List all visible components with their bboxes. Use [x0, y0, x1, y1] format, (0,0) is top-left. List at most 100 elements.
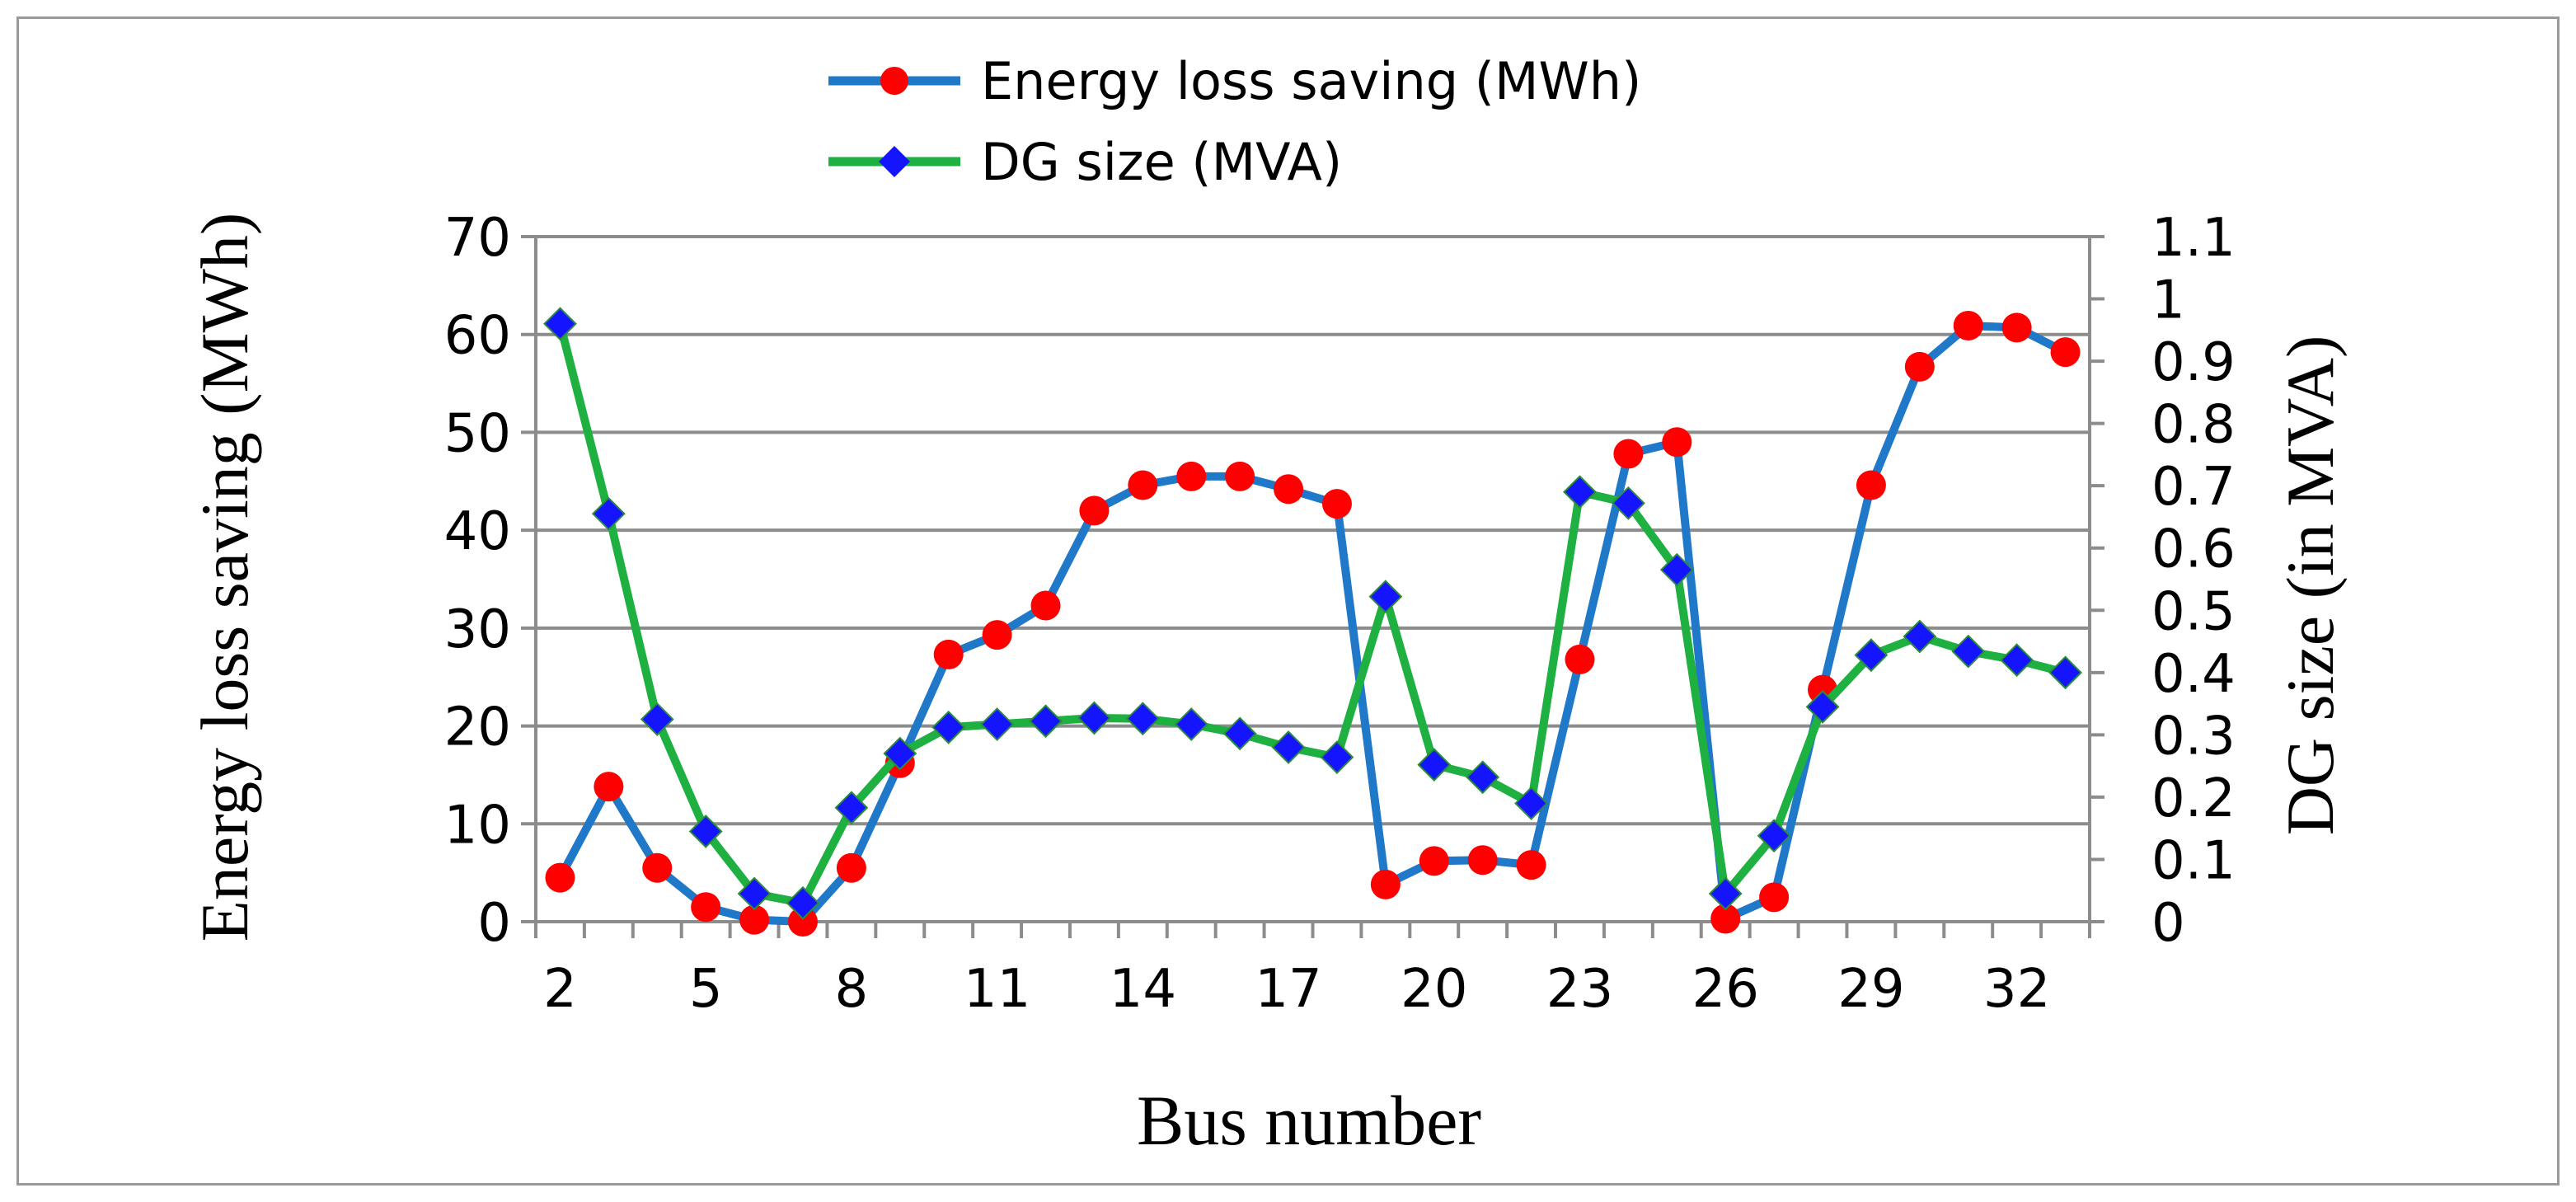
left-tick-label-20: 20	[444, 697, 511, 758]
dg-point-bus-13	[1077, 701, 1111, 735]
right-tick-label-0.4: 0.4	[2151, 644, 2236, 705]
left-tick-label-10: 10	[444, 795, 511, 856]
energy-point-bus-6	[739, 904, 770, 935]
left-tick-label-70: 70	[444, 208, 511, 269]
series-dg-size	[543, 307, 2082, 920]
energy-point-bus-12	[1030, 590, 1061, 621]
legend: Energy loss saving (MWh) DG size (MVA)	[828, 51, 1641, 192]
left-tick-label-50: 50	[444, 403, 511, 464]
left-tick-label-0: 0	[477, 893, 511, 954]
legend-label-energy: Energy loss saving (MWh)	[981, 51, 1641, 111]
series-line-0	[556, 322, 2067, 926]
dg-point-bus-30	[1903, 619, 1937, 654]
dg-point-bus-22	[1514, 786, 1548, 820]
energy-point-bus-7	[787, 907, 818, 937]
legend-item-energy-loss-saving: Energy loss saving (MWh)	[828, 51, 1641, 111]
dg-point-bus-24	[1611, 486, 1645, 520]
right-tick-label-1: 1	[2151, 270, 2185, 331]
x-tick-label-29: 29	[1837, 959, 1904, 1020]
legend-marker-energy	[880, 67, 908, 95]
energy-point-bus-20	[1419, 846, 1449, 876]
energy-point-bus-32	[2001, 312, 2032, 343]
x-tick-label-14: 14	[1110, 959, 1176, 1020]
dg-point-bus-3	[591, 496, 626, 531]
x-tick-label-2: 2	[543, 959, 577, 1020]
dg-point-bus-12	[1029, 704, 1063, 739]
axes	[534, 237, 2091, 923]
x-tick-label-32: 32	[1983, 959, 2050, 1020]
right-tick-label-0.3: 0.3	[2151, 706, 2236, 767]
series-energy-loss-saving	[545, 311, 2081, 937]
energy-point-bus-16	[1225, 461, 1255, 491]
x-tick-label-20: 20	[1401, 959, 1467, 1020]
gridlines	[536, 235, 2090, 826]
x-tick-label-5: 5	[689, 959, 723, 1020]
y-axis-left-label: Energy loss saving (MWh)	[187, 213, 262, 941]
left-tick-label-60: 60	[444, 306, 511, 367]
dg-point-bus-15	[1174, 707, 1208, 741]
energy-point-bus-33	[2050, 337, 2081, 368]
energy-point-bus-27	[1759, 882, 1790, 913]
right-tick-label-0.6: 0.6	[2151, 519, 2236, 580]
x-tick-label-23: 23	[1546, 959, 1613, 1020]
energy-point-bus-5	[691, 892, 721, 923]
right-tick-label-0.7: 0.7	[2151, 457, 2236, 518]
energy-point-bus-19	[1370, 869, 1401, 899]
right-tick-label-0: 0	[2151, 893, 2185, 954]
right-tick-label-0.2: 0.2	[2151, 768, 2236, 829]
right-tick-label-0.9: 0.9	[2151, 332, 2236, 393]
legend-item-dg-size: DG size (MVA)	[828, 132, 1342, 192]
left-y-axis-ticks: 0 10 20 30 40 50 60 70	[444, 208, 536, 954]
dg-point-bus-16	[1222, 716, 1257, 751]
series-line-1	[556, 322, 2067, 908]
dg-point-bus-9	[883, 736, 917, 771]
energy-point-bus-8	[836, 852, 866, 883]
dg-point-bus-14	[1125, 702, 1160, 736]
energy-point-bus-14	[1128, 470, 1158, 500]
series-layer	[543, 307, 2082, 937]
legend-label-dg: DG size (MVA)	[981, 132, 1342, 192]
left-tick-label-40: 40	[444, 501, 511, 562]
energy-point-bus-26	[1710, 904, 1741, 934]
energy-point-bus-22	[1516, 850, 1546, 880]
left-tick-label-30: 30	[444, 599, 511, 660]
energy-point-bus-17	[1274, 474, 1304, 505]
energy-point-bus-3	[594, 772, 624, 802]
dg-point-bus-29	[1854, 638, 1889, 673]
y-axis-right-label: DG size (in MVA)	[2273, 336, 2348, 836]
dg-point-bus-28	[1805, 689, 1840, 724]
energy-point-bus-30	[1904, 351, 1935, 382]
dg-point-bus-21	[1466, 760, 1500, 795]
dg-point-bus-20	[1417, 748, 1452, 782]
right-tick-label-0.5: 0.5	[2151, 581, 2236, 642]
dg-point-bus-8	[834, 791, 869, 825]
x-tick-label-26: 26	[1692, 959, 1758, 1020]
dg-point-bus-18	[1320, 740, 1354, 774]
energy-point-bus-21	[1467, 845, 1498, 876]
dg-point-bus-4	[640, 702, 674, 736]
right-tick-label-1.1: 1.1	[2151, 208, 2236, 269]
dg-point-bus-17	[1271, 730, 1306, 764]
dg-point-bus-25	[1659, 552, 1694, 587]
dg-point-bus-31	[1951, 634, 1986, 669]
x-tick-label-8: 8	[835, 959, 869, 1020]
dg-point-bus-27	[1757, 819, 1791, 853]
dg-point-bus-32	[2000, 643, 2034, 678]
right-y-axis-ticks: 00.10.20.30.40.50.60.70.80.911.1	[2090, 208, 2236, 954]
right-tick-label-0.1: 0.1	[2151, 830, 2236, 891]
dg-point-bus-10	[931, 710, 966, 744]
x-tick-label-11: 11	[964, 959, 1030, 1020]
dg-point-bus-23	[1563, 475, 1597, 509]
dg-point-bus-5	[688, 815, 723, 848]
energy-point-bus-11	[982, 620, 1012, 650]
energy-point-bus-10	[933, 639, 964, 669]
dg-point-bus-11	[980, 707, 1015, 741]
dg-point-bus-2	[543, 307, 577, 341]
legend-marker-dg	[879, 146, 910, 177]
energy-point-bus-4	[642, 852, 673, 883]
chart-frame	[16, 16, 2560, 1186]
dg-point-bus-26	[1708, 876, 1743, 911]
energy-point-bus-24	[1613, 439, 1644, 469]
energy-point-bus-15	[1176, 461, 1207, 491]
